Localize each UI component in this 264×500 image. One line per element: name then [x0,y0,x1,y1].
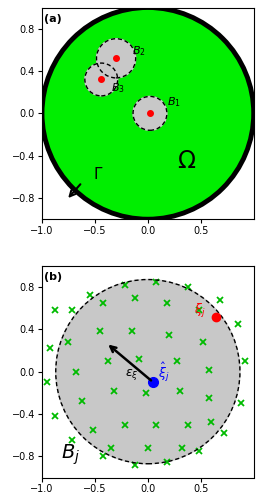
Text: $\xi_j$: $\xi_j$ [194,302,206,320]
Circle shape [56,280,240,464]
Text: $B_2$: $B_2$ [132,44,146,58]
Text: $\Omega$: $\Omega$ [177,150,197,174]
Circle shape [85,63,118,96]
Text: $B_3$: $B_3$ [111,81,125,95]
Text: (a): (a) [44,14,62,24]
Text: $\Gamma$: $\Gamma$ [93,166,103,182]
Text: $\hat{\xi}_j$: $\hat{\xi}_j$ [158,361,170,384]
Circle shape [42,8,254,219]
Text: $B_j$: $B_j$ [61,442,80,466]
Circle shape [97,38,136,78]
Circle shape [133,96,167,130]
Text: $B_1$: $B_1$ [167,95,181,108]
Text: (b): (b) [44,272,62,282]
Text: $\varepsilon_{\xi}$: $\varepsilon_{\xi}$ [125,368,139,382]
